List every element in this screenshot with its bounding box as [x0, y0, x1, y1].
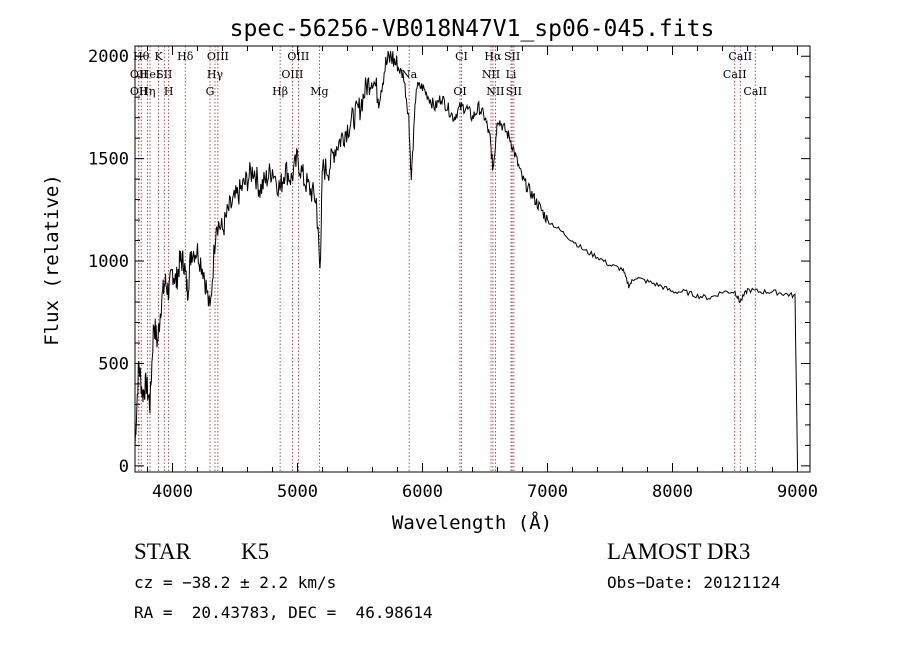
y-tick-label: 1500	[88, 150, 129, 170]
line-marker-label: SII	[156, 68, 172, 81]
x-tick-label: 4000	[152, 482, 193, 502]
y-axis-label: Flux (relative)	[41, 174, 63, 346]
observation-date: Obs−Date: 20121124	[607, 573, 781, 592]
line-marker-label: HeI	[140, 68, 160, 81]
line-marker-label: OII	[130, 85, 148, 98]
line-marker-label: H	[164, 85, 174, 98]
line-marker-label: NII	[486, 85, 504, 98]
survey-name: LAMOST DR3	[607, 539, 751, 564]
object-class: STAR	[134, 539, 191, 564]
line-marker-label: Hη	[139, 85, 155, 98]
sky-coordinates: RA = 20.43783, DEC = 46.98614	[134, 603, 433, 622]
line-marker-label: Mg	[310, 85, 328, 98]
y-tick-label: 2000	[88, 47, 129, 67]
line-marker-label: Hγ	[207, 68, 224, 81]
x-axis-label: Wavelength (Å)	[392, 511, 552, 534]
line-marker-label: K	[155, 50, 164, 63]
line-marker-label: OIII	[281, 68, 303, 81]
object-subclass: K5	[241, 539, 270, 564]
line-marker-label: OIII	[207, 50, 229, 63]
y-tick-label: 1000	[88, 252, 129, 272]
x-axis-ticks: 4000 5000 6000 7000 8000 9000	[147, 46, 818, 502]
line-marker-label: OIII	[287, 50, 309, 63]
chart-title: spec-56256-VB018N47V1_sp06-045.fits	[230, 16, 715, 42]
line-marker-label: OII	[130, 68, 148, 81]
line-marker-label: SII	[506, 85, 522, 98]
x-tick-label: 8000	[652, 482, 693, 502]
spectrum-line	[134, 50, 798, 466]
x-tick-label: 9000	[777, 482, 818, 502]
line-marker-label: Hα	[484, 50, 502, 63]
line-marker-label: Li	[506, 68, 517, 81]
y-tick-label: 500	[98, 354, 129, 374]
line-marker-label: Hβ	[272, 85, 288, 98]
line-marker-label: SII	[504, 50, 520, 63]
line-marker-label: Na	[401, 68, 418, 81]
line-marker-label: CaII	[728, 50, 752, 63]
line-marker-label: G	[206, 85, 215, 98]
plot-frame	[134, 45, 811, 473]
x-tick-label: 7000	[527, 482, 568, 502]
line-marker-label: CaII	[723, 68, 747, 81]
redshift-velocity: cz = −38.2 ± 2.2 km/s	[134, 573, 337, 592]
line-marker-label: CI	[455, 50, 468, 63]
line-marker-label: CaII	[743, 85, 767, 98]
line-marker-labels: HθOIIOIIHηHeIKSIIHHδGHγOIIIHβOIIIOIIIMgN…	[130, 50, 767, 98]
line-marker-label: NII	[482, 68, 500, 81]
x-tick-label: 6000	[402, 482, 443, 502]
y-tick-label: 0	[119, 457, 129, 477]
y-axis-ticks: 0 500 1000 1500 2000	[88, 47, 810, 477]
x-tick-label: 5000	[277, 482, 318, 502]
line-marker-label: OI	[453, 85, 466, 98]
line-marker-label: Hδ	[177, 50, 194, 63]
